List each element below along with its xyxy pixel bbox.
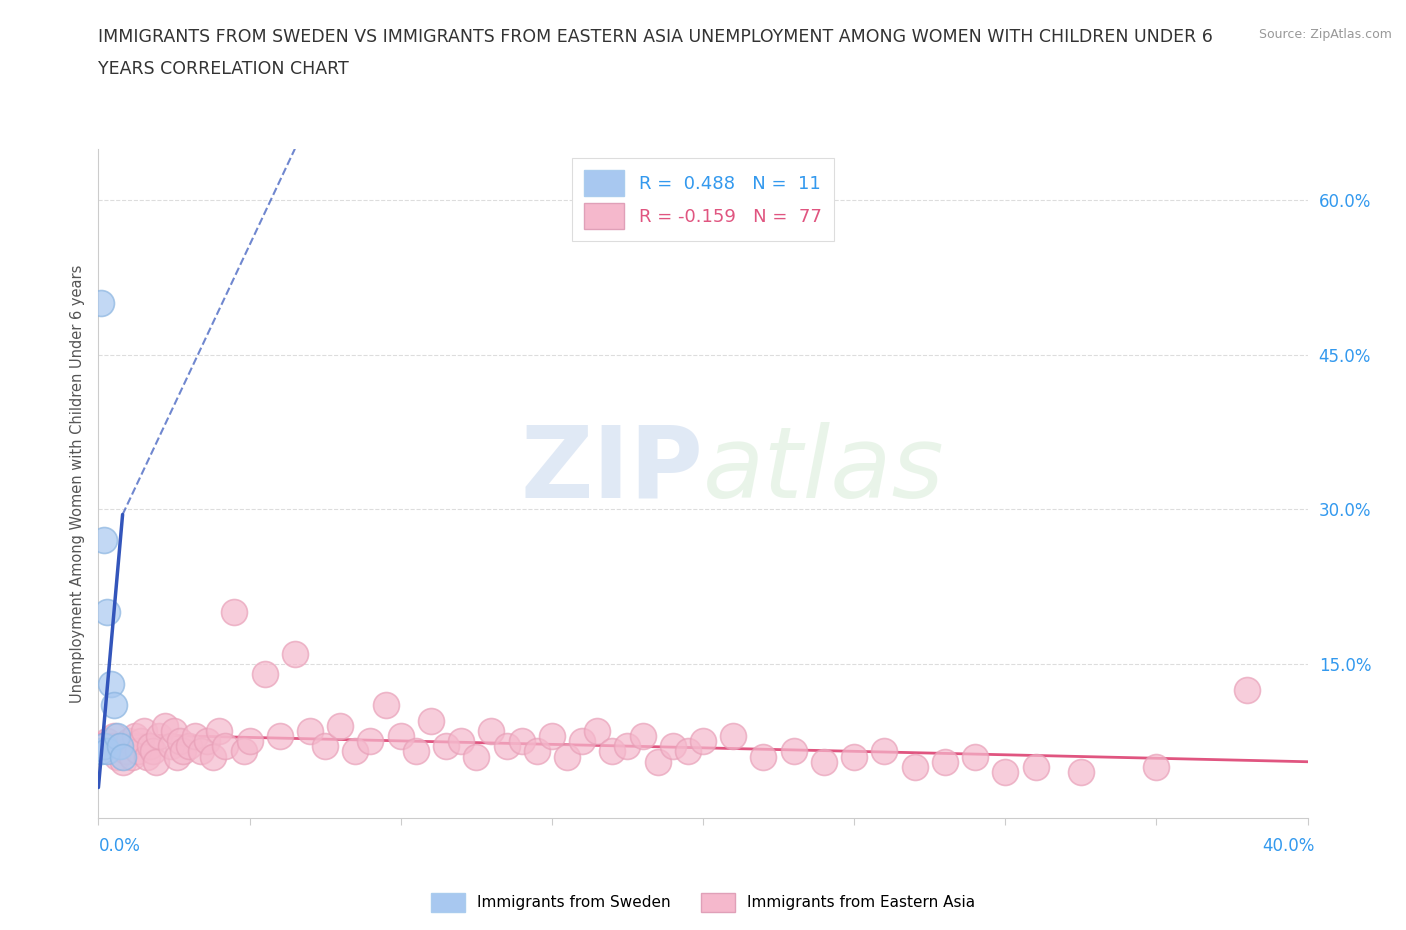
Point [1236, 683, 1258, 698]
Point [510, 734, 533, 749]
Point [721, 728, 744, 743]
Point [1144, 760, 1167, 775]
Point [148, 728, 170, 743]
Point [965, 750, 987, 764]
Point [1070, 764, 1092, 779]
Point [96, 604, 118, 619]
Point [195, 734, 218, 749]
Point [782, 744, 804, 759]
Point [177, 738, 201, 753]
Point [103, 698, 125, 712]
Point [208, 724, 231, 738]
Point [526, 744, 548, 759]
Text: Source: ZipAtlas.com: Source: ZipAtlas.com [1258, 28, 1392, 41]
Legend: Immigrants from Sweden, Immigrants from Eastern Asia: Immigrants from Sweden, Immigrants from … [425, 887, 981, 918]
Point [90, 744, 112, 759]
Point [129, 734, 152, 749]
Point [586, 724, 609, 738]
Point [118, 734, 141, 749]
Point [135, 750, 157, 764]
Point [239, 734, 262, 749]
Point [540, 728, 562, 743]
Point [934, 754, 956, 769]
Point [661, 738, 683, 753]
Point [555, 750, 578, 764]
Point [647, 754, 669, 769]
Text: ZIP: ZIP [520, 421, 703, 519]
Point [202, 750, 225, 764]
Point [108, 738, 131, 753]
Point [465, 750, 488, 764]
Point [602, 744, 624, 759]
Point [190, 744, 212, 759]
Point [344, 744, 367, 759]
Point [114, 744, 136, 759]
Point [100, 677, 122, 692]
Point [172, 744, 194, 759]
Point [314, 738, 336, 753]
Point [127, 744, 149, 759]
Point [450, 734, 472, 749]
Point [299, 724, 322, 738]
Y-axis label: Unemployment Among Women with Children Under 6 years: Unemployment Among Women with Children U… [69, 264, 84, 703]
Point [139, 738, 162, 753]
Point [96, 744, 118, 759]
Point [184, 728, 207, 743]
Point [121, 750, 143, 764]
Point [145, 754, 167, 769]
Point [232, 744, 254, 759]
Point [111, 754, 134, 769]
Point [844, 750, 866, 764]
Point [111, 750, 134, 764]
Point [105, 728, 128, 743]
Point [153, 718, 176, 733]
Point [142, 744, 165, 759]
Point [631, 728, 654, 743]
Text: YEARS CORRELATION CHART: YEARS CORRELATION CHART [98, 60, 349, 78]
Point [160, 738, 183, 753]
Point [389, 728, 412, 743]
Point [224, 604, 246, 619]
Point [813, 754, 835, 769]
Point [873, 744, 896, 759]
Point [269, 728, 291, 743]
Text: 40.0%: 40.0% [1263, 837, 1315, 855]
Point [214, 738, 236, 753]
Point [904, 760, 927, 775]
Point [1024, 760, 1046, 775]
Point [103, 728, 125, 743]
Point [571, 734, 593, 749]
Point [374, 698, 396, 712]
Point [284, 646, 307, 661]
Point [169, 734, 191, 749]
Point [434, 738, 457, 753]
Point [616, 738, 638, 753]
Point [419, 713, 441, 728]
Point [124, 728, 146, 743]
Point [329, 718, 352, 733]
Point [163, 724, 186, 738]
Point [105, 750, 128, 764]
Point [96, 734, 118, 749]
Point [405, 744, 427, 759]
Point [994, 764, 1017, 779]
Point [93, 533, 115, 548]
Point [108, 738, 131, 753]
Point [481, 724, 503, 738]
Point [90, 296, 112, 311]
Point [253, 667, 276, 682]
Point [93, 738, 115, 753]
Point [166, 750, 188, 764]
Point [692, 734, 714, 749]
Text: 0.0%: 0.0% [98, 837, 141, 855]
Point [360, 734, 382, 749]
Point [676, 744, 699, 759]
Point [132, 724, 155, 738]
Text: IMMIGRANTS FROM SWEDEN VS IMMIGRANTS FROM EASTERN ASIA UNEMPLOYMENT AMONG WOMEN : IMMIGRANTS FROM SWEDEN VS IMMIGRANTS FRO… [98, 28, 1213, 46]
Point [752, 750, 775, 764]
Text: atlas: atlas [703, 421, 945, 519]
Point [495, 738, 517, 753]
Legend: R =  0.488   N =  11, R = -0.159   N =  77: R = 0.488 N = 11, R = -0.159 N = 77 [572, 158, 834, 242]
